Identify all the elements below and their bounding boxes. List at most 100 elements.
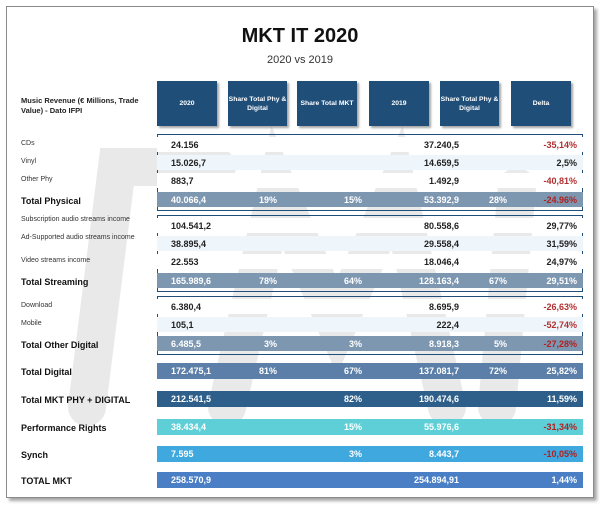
- value-2019: 254.894,91: [413, 475, 459, 485]
- row-label: Mobile: [21, 320, 42, 327]
- share-total-mkt: [292, 137, 362, 152]
- share-phy-digital-2019: 28%: [488, 194, 507, 205]
- row-label: Total Physical: [21, 196, 81, 206]
- share-total-mkt: 3%: [348, 338, 362, 349]
- delta-value: 25,82%: [546, 366, 577, 376]
- value-2019: 8.918,3: [428, 338, 459, 349]
- share-phy-digital-2020: [217, 446, 277, 462]
- delta-value: -27,28%: [543, 338, 577, 349]
- value-2020: 7.595: [171, 449, 194, 459]
- value-2019: 128.163,4: [418, 275, 459, 286]
- share-total-mkt: 67%: [343, 366, 362, 376]
- col-header-share-total-mkt: Share Total MKT: [297, 81, 357, 126]
- value-2019: 137.081,7: [418, 366, 459, 376]
- table-row: 15.026,7 14.659,5 2,5%: [157, 155, 583, 170]
- share-phy-digital-2019: 72%: [488, 366, 507, 376]
- delta-value: 11,59%: [546, 394, 577, 404]
- col-header-delta: Delta: [511, 81, 571, 126]
- value-2020: 38.895,4: [171, 238, 207, 249]
- share-total-mkt: 64%: [343, 275, 362, 286]
- value-2019: 14.659,5: [423, 157, 459, 168]
- row-label: Subscription audio streams income: [21, 216, 130, 223]
- share-phy-digital-2020: [217, 472, 277, 488]
- delta-value: -31,34%: [543, 422, 577, 432]
- page-subtitle: 2020 vs 2019: [266, 54, 334, 66]
- row-label: TOTAL MKT: [21, 476, 72, 486]
- row-label: Other Phy: [21, 176, 53, 183]
- share-total-mkt: 82%: [343, 394, 362, 404]
- value-2019: 53.392,9: [423, 194, 459, 205]
- share-phy-digital-2020: [217, 419, 277, 435]
- share-phy-digital-2020: [217, 155, 277, 170]
- share-total-mkt: [292, 254, 362, 269]
- share-phy-digital-2020: 78%: [258, 275, 277, 286]
- value-2020: 172.475,1: [171, 366, 212, 376]
- delta-value: -40,81%: [543, 175, 577, 186]
- value-2020: 105,1: [171, 319, 194, 330]
- share-total-mkt: [292, 472, 362, 488]
- table-row: 22.553 18.046,4 24,97%: [157, 254, 583, 269]
- share-phy-digital-2020: [217, 299, 277, 314]
- value-2019: 37.240,5: [423, 139, 459, 150]
- value-2020: 883,7: [171, 175, 194, 186]
- share-phy-digital-2019: 67%: [488, 275, 507, 286]
- value-2020: 104.541,2: [171, 220, 212, 231]
- table-row: 105,1 222,4 -52,74%: [157, 317, 583, 332]
- share-phy-digital-2020: 81%: [258, 366, 277, 376]
- col-header-share-phy-digital-2019: Share Total Phy & Digital: [440, 81, 499, 126]
- share-phy-digital-2020: [217, 254, 277, 269]
- col-header-2019: 2019: [369, 81, 429, 126]
- delta-value: 29,51%: [546, 275, 577, 286]
- value-2020: 165.989,6: [171, 275, 212, 286]
- table-row: 7.595 3% 8.443,7 -10,05%: [157, 446, 583, 462]
- share-phy-digital-2020: [217, 391, 277, 407]
- col-header-share-phy-digital-2020: Share Total Phy & Digital: [228, 81, 287, 126]
- value-2020: 258.570,9: [171, 475, 212, 485]
- value-2020: 15.026,7: [171, 157, 207, 168]
- value-2020: 24.156: [171, 139, 199, 150]
- row-label: Total Digital: [21, 367, 72, 377]
- value-2019: 18.046,4: [423, 256, 459, 267]
- table-row: 38.895,4 29.558,4 31,59%: [157, 236, 583, 251]
- value-2020: 6.485,5: [171, 338, 202, 349]
- header-label: Music Revenue (€ Millions, Trade Value) …: [21, 96, 139, 115]
- delta-value: -26,63%: [543, 301, 577, 312]
- value-2019: 80.558,6: [423, 220, 459, 231]
- table-row: 165.989,6 78% 64% 128.163,4 67% 29,51%: [157, 273, 583, 288]
- delta-value: -52,74%: [543, 319, 577, 330]
- share-phy-digital-2020: [217, 236, 277, 251]
- delta-value: -35,14%: [543, 139, 577, 150]
- table-row: 172.475,1 81% 67% 137.081,7 72% 25,82%: [157, 363, 583, 379]
- table-row: 104.541,2 80.558,6 29,77%: [157, 218, 583, 233]
- row-label: Vinyl: [21, 158, 37, 165]
- share-total-mkt: [292, 173, 362, 188]
- delta-value: 2,5%: [556, 157, 577, 168]
- table-row: 24.156 37.240,5 -35,14%: [157, 137, 583, 152]
- page-title: MKT IT 2020: [241, 25, 359, 47]
- share-total-mkt: 15%: [343, 194, 362, 205]
- share-total-mkt: 3%: [348, 449, 362, 459]
- value-2020: 22.553: [171, 256, 199, 267]
- row-label: Total Streaming: [21, 277, 89, 287]
- row-label: Performance Rights: [21, 423, 107, 433]
- delta-value: 29,77%: [546, 220, 577, 231]
- report-frame: MKT IT 2020 2020 vs 2019 Music Revenue (…: [6, 6, 594, 498]
- share-total-mkt: [292, 236, 362, 251]
- value-2020: 212.541,5: [171, 394, 212, 404]
- col-header-2020: 2020: [157, 81, 217, 126]
- table-row: 212.541,5 82% 190.474,6 11,59%: [157, 391, 583, 407]
- share-total-mkt: [292, 299, 362, 314]
- share-phy-digital-2020: 19%: [258, 194, 277, 205]
- share-phy-digital-2020: [217, 173, 277, 188]
- value-2019: 29.558,4: [423, 238, 459, 249]
- value-2019: 8.443,7: [428, 449, 459, 459]
- row-label: Download: [21, 302, 53, 309]
- table-row: 258.570,9 254.894,91 1,44%: [157, 472, 583, 488]
- value-2020: 6.380,4: [171, 301, 202, 312]
- row-label: Total Other Digital: [21, 340, 99, 350]
- table-row: 6.485,5 3% 3% 8.918,3 5% -27,28%: [157, 336, 583, 351]
- value-2019: 190.474,6: [418, 394, 459, 404]
- table-row: 883,7 1.492,9 -40,81%: [157, 173, 583, 188]
- value-2020: 40.066,4: [171, 194, 207, 205]
- value-2019: 222,4: [436, 319, 459, 330]
